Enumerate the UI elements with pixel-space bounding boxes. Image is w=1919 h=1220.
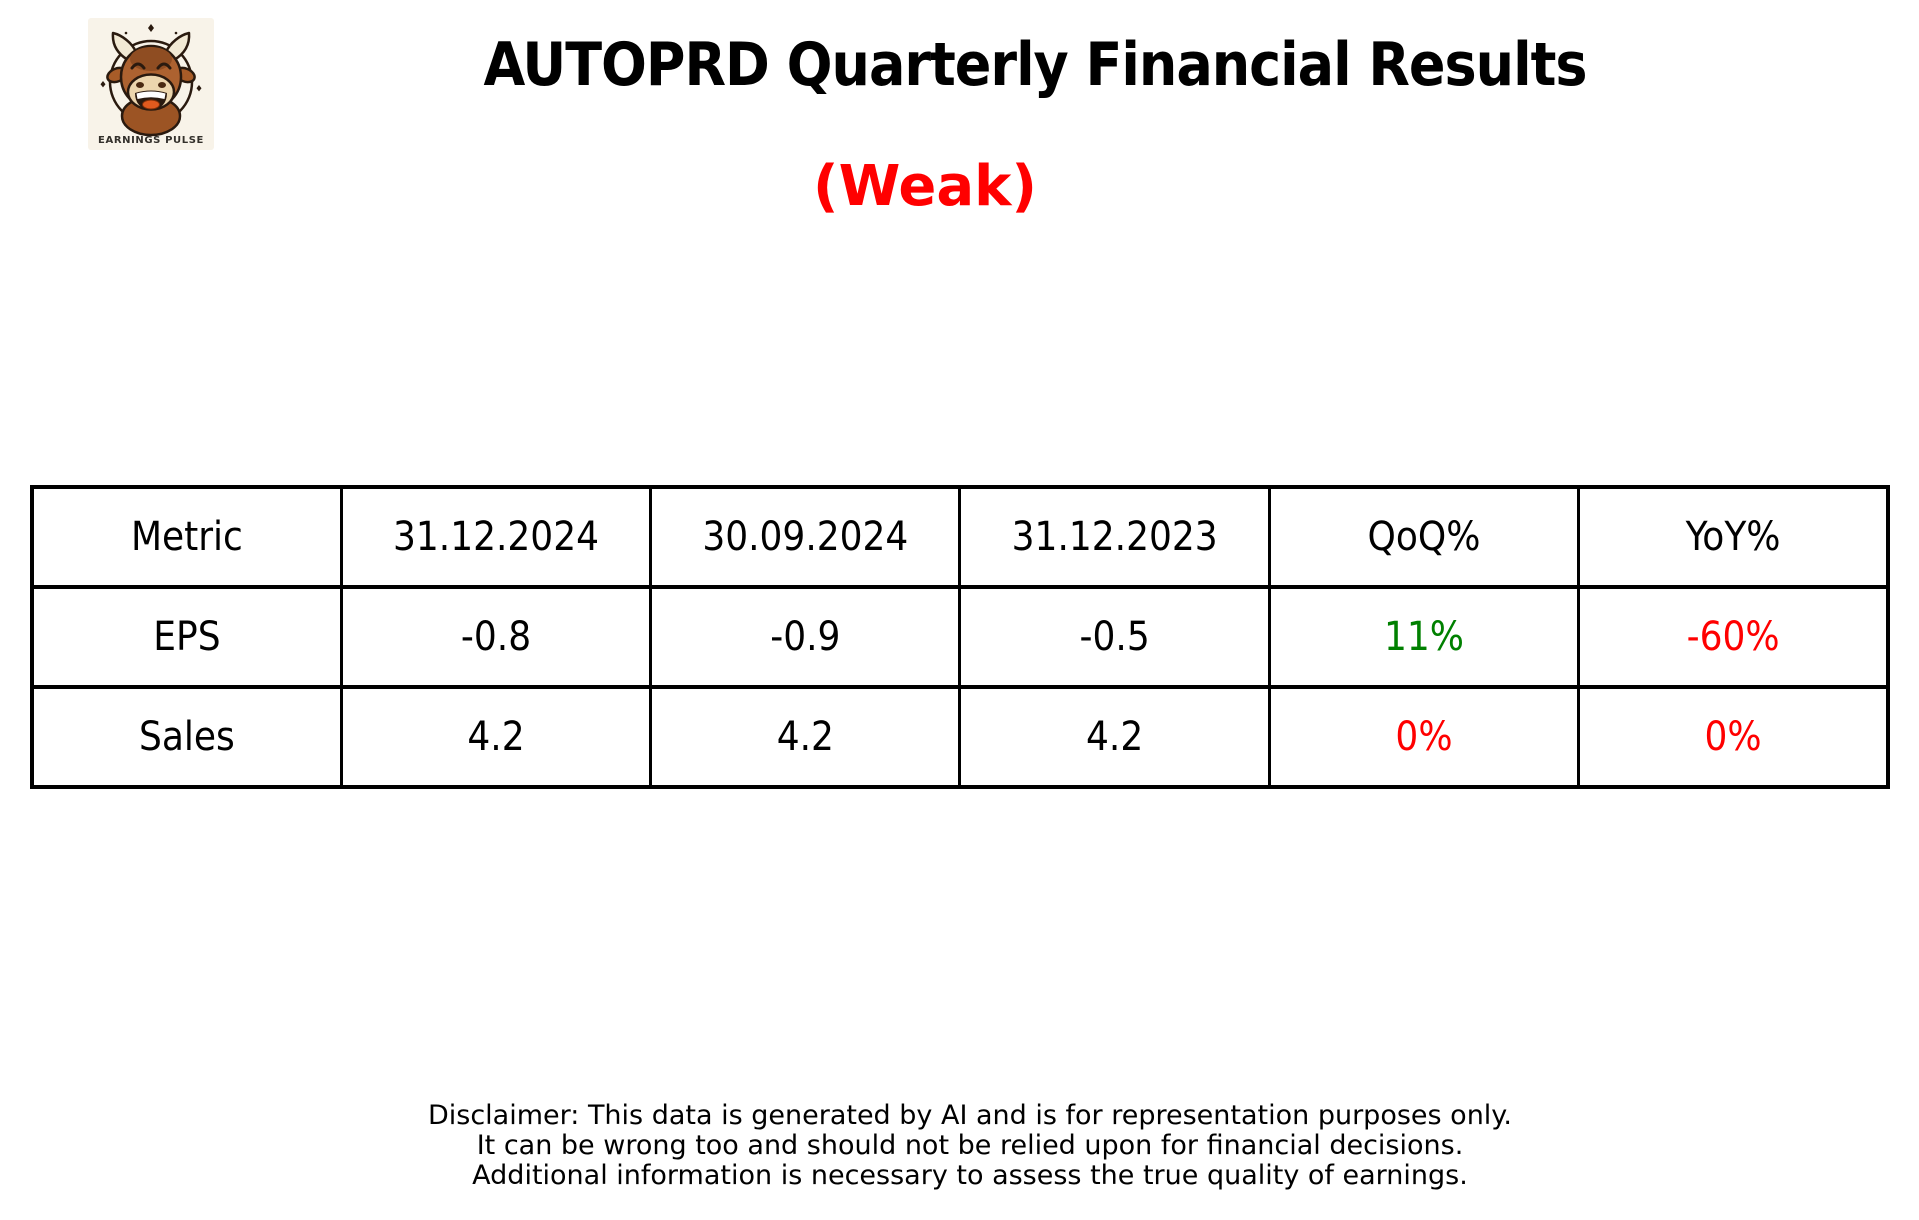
sales-qoq-change: 0%: [1267, 685, 1581, 789]
disclaimer-line-1: Disclaimer: This data is generated by AI…: [427, 1100, 1513, 1131]
disclaimer-line-3: Additional information is necessary to a…: [472, 1160, 1468, 1191]
bull-logo-icon: EARNINGS PULSE: [88, 18, 214, 150]
column-header-q-previous: 30.09.2024: [649, 485, 962, 589]
table-row-sales: Sales 4.2 4.2 4.2 0% 0%: [30, 685, 1890, 789]
sales-q-yearago: 4.2: [958, 685, 1271, 789]
sparkle-icon: [196, 85, 202, 92]
page-title: AUTOPRD Quarterly Financial Results: [483, 30, 1587, 100]
table-header-row: Metric 31.12.2024 30.09.2024 31.12.2023 …: [30, 485, 1890, 589]
verdict-label: (Weak): [813, 154, 1037, 219]
sales-q-current: 4.2: [339, 685, 653, 789]
eps-q-yearago: -0.5: [958, 585, 1271, 689]
sparkle-icon: [100, 81, 106, 88]
eps-q-previous: -0.9: [649, 585, 962, 689]
disclaimer-line-2: It can be wrong too and should not be re…: [476, 1130, 1464, 1161]
sparkle-icon: [148, 24, 154, 32]
logo-brand-text: EARNINGS PULSE: [98, 135, 204, 146]
eps-qoq-change: 11%: [1267, 585, 1581, 689]
column-header-q-yearago: 31.12.2023: [958, 485, 1271, 589]
sales-yoy-change: 0%: [1577, 685, 1890, 789]
eps-yoy-change: -60%: [1577, 585, 1890, 689]
metric-label: Sales: [30, 685, 343, 789]
financial-results-table: Metric 31.12.2024 30.09.2024 31.12.2023 …: [30, 485, 1890, 789]
eps-q-current: -0.8: [339, 585, 653, 689]
metric-label: EPS: [30, 585, 343, 689]
table-row-eps: EPS -0.8 -0.9 -0.5 11% -60%: [30, 585, 1890, 689]
column-header-qoq: QoQ%: [1267, 485, 1581, 589]
disclaimer-text: Disclaimer: This data is generated by AI…: [428, 1101, 1512, 1191]
earnings-pulse-logo: EARNINGS PULSE: [88, 18, 214, 150]
column-header-yoy: YoY%: [1577, 485, 1890, 589]
column-header-q-current: 31.12.2024: [339, 485, 653, 589]
column-header-metric: Metric: [30, 485, 343, 589]
sales-q-previous: 4.2: [649, 685, 962, 789]
